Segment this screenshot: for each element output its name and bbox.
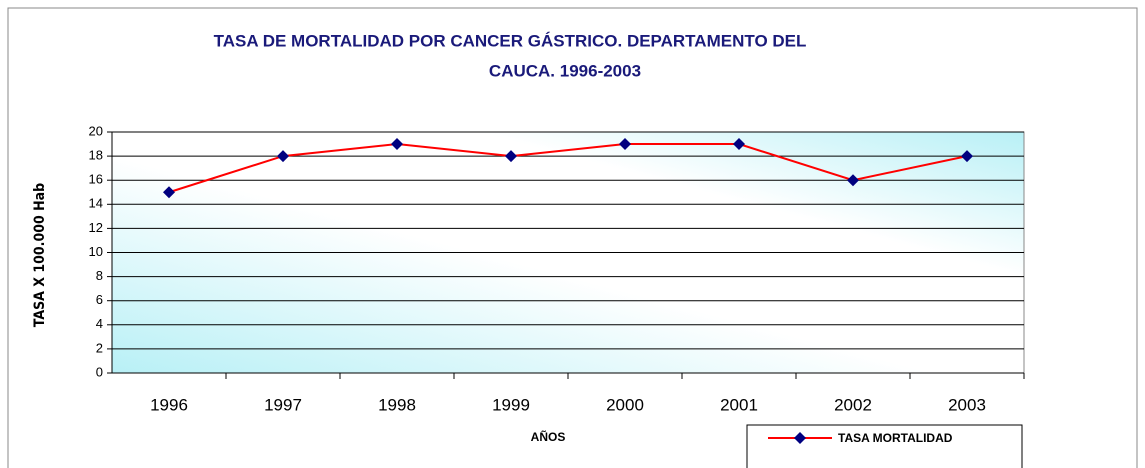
x-axis-label: AÑOS <box>531 429 566 444</box>
data-point <box>733 138 745 151</box>
legend <box>746 424 1023 468</box>
y-tick-label: 6 <box>96 292 103 307</box>
data-point <box>163 186 175 199</box>
x-tick-label: 2000 <box>606 395 644 414</box>
data-point <box>619 138 631 151</box>
y-tick-label: 20 <box>89 123 103 138</box>
x-tick-label: 2002 <box>834 395 872 414</box>
legend-marker <box>794 432 806 444</box>
x-tick-label: 2003 <box>948 395 986 414</box>
series-line <box>168 143 968 194</box>
chart-title: TASA DE MORTALIDAD POR CANCER GÁSTRICO. … <box>214 31 807 50</box>
data-point <box>961 150 973 163</box>
y-tick-label: 8 <box>96 268 103 283</box>
data-point <box>847 174 859 187</box>
y-axis-label: TASA X 100.000 Hab <box>32 183 48 327</box>
y-tick-label: 10 <box>89 244 103 259</box>
y-tick-label: 14 <box>89 196 103 211</box>
legend-label: TASA MORTALIDAD <box>838 431 953 445</box>
y-tick-label: 0 <box>96 364 103 379</box>
x-tick-label: 1999 <box>492 395 530 414</box>
y-tick-label: 2 <box>96 340 103 355</box>
y-tick-label: 4 <box>96 316 103 331</box>
x-tick-label: 1997 <box>264 395 302 414</box>
x-tick-label: 1996 <box>150 395 188 414</box>
chart-title: CAUCA. 1996-2003 <box>489 61 641 80</box>
chart-border <box>7 7 1138 468</box>
y-tick-label: 12 <box>89 220 103 235</box>
y-tick-label: 16 <box>89 172 103 187</box>
data-point <box>391 138 403 151</box>
y-tick-label: 18 <box>89 148 103 163</box>
data-point <box>277 150 289 163</box>
x-tick-label: 2001 <box>720 395 758 414</box>
x-tick-label: 1998 <box>378 395 416 414</box>
data-point <box>505 150 517 163</box>
